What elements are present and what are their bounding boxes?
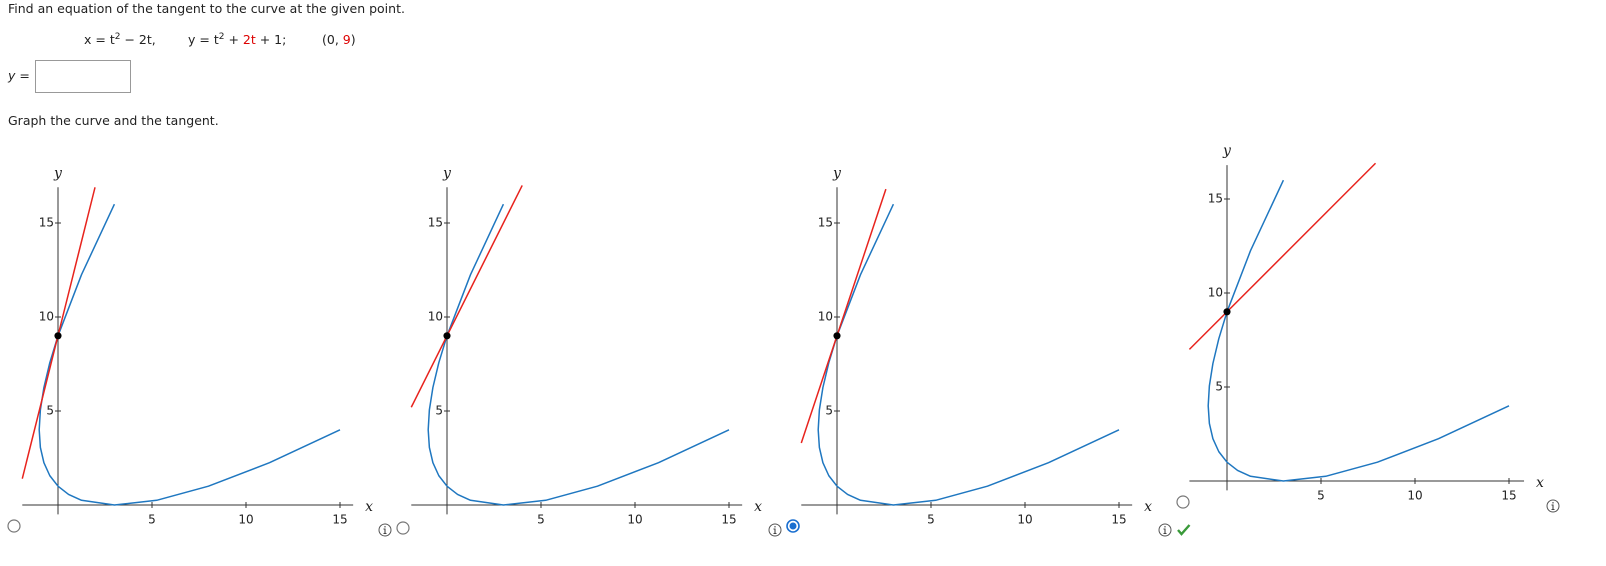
info-glyph bbox=[1163, 526, 1167, 535]
x-tick-label: 10 bbox=[1017, 513, 1032, 527]
curve bbox=[818, 204, 1119, 505]
graph-4 bbox=[1189, 163, 1524, 490]
y-tick-label: 5 bbox=[1215, 380, 1223, 394]
graph-2 bbox=[411, 185, 742, 514]
tangent-line bbox=[411, 185, 522, 407]
tangent-line bbox=[801, 189, 886, 443]
instruction: Graph the curve and the tangent. bbox=[8, 113, 219, 128]
y-tick-label: 10 bbox=[1208, 286, 1223, 300]
y-axis-label: y bbox=[832, 165, 842, 181]
y-tick-label: 10 bbox=[818, 310, 833, 324]
y-equation: y = t2 + 2t + 1; bbox=[188, 32, 286, 47]
x-tick-label: 5 bbox=[537, 513, 545, 527]
y-tick-label: 15 bbox=[428, 216, 443, 230]
x-tick-label: 15 bbox=[721, 513, 736, 527]
point-marker bbox=[833, 332, 841, 340]
curve bbox=[428, 204, 729, 505]
y-axis-label: y bbox=[442, 165, 452, 181]
text: − 2t, bbox=[120, 32, 156, 48]
graph-3 bbox=[801, 187, 1132, 514]
radio-button[interactable] bbox=[7, 519, 21, 533]
point-marker bbox=[54, 332, 62, 340]
radio-dot bbox=[789, 522, 797, 530]
answer-input[interactable] bbox=[35, 60, 131, 93]
x-axis-label: x bbox=[1536, 475, 1544, 491]
x-tick-label: 15 bbox=[1501, 489, 1516, 503]
y-tick-label: 10 bbox=[428, 310, 443, 324]
y-tick-label: 15 bbox=[1208, 192, 1223, 206]
x-tick-label: 10 bbox=[1407, 489, 1422, 503]
check-mark bbox=[1177, 524, 1191, 536]
point-marker bbox=[1223, 308, 1231, 316]
x-tick-label: 5 bbox=[148, 513, 156, 527]
y-tick-label: 5 bbox=[46, 404, 54, 418]
info-glyph bbox=[773, 526, 777, 535]
y-axis-label: y bbox=[53, 165, 63, 181]
x-tick-label: 15 bbox=[332, 513, 347, 527]
x-tick-label: 5 bbox=[927, 513, 935, 527]
y-axis-label: y bbox=[1222, 143, 1232, 159]
text: + bbox=[224, 32, 243, 48]
y-tick-label: 5 bbox=[825, 404, 833, 418]
radio-button[interactable] bbox=[1176, 495, 1190, 509]
info-glyph bbox=[1551, 502, 1555, 511]
radio-button[interactable] bbox=[396, 521, 410, 535]
curve bbox=[1208, 180, 1509, 481]
y-tick-label: 15 bbox=[818, 216, 833, 230]
text: 2t bbox=[242, 32, 256, 48]
x-axis-label: x bbox=[365, 499, 373, 515]
exponent: 2 bbox=[218, 32, 225, 42]
question: Find an equation of the tangent to the c… bbox=[8, 1, 405, 16]
x-tick-label: 5 bbox=[1317, 489, 1325, 503]
tangent-line bbox=[1189, 163, 1375, 349]
x-tick-label: 15 bbox=[1111, 513, 1126, 527]
x-axis-label: x bbox=[1144, 499, 1152, 515]
y-tick-label: 10 bbox=[39, 310, 54, 324]
x-axis-label: x bbox=[754, 499, 762, 515]
graph-1 bbox=[22, 187, 353, 514]
text: y = t bbox=[188, 32, 219, 48]
text: ) bbox=[350, 32, 356, 47]
point-marker bbox=[443, 332, 451, 340]
info-glyph bbox=[383, 526, 387, 535]
x-tick-label: 10 bbox=[627, 513, 642, 527]
text: x = t bbox=[84, 32, 115, 48]
text: 9 bbox=[342, 32, 351, 47]
answer-label: y = bbox=[8, 68, 30, 83]
exponent: 2 bbox=[114, 32, 121, 42]
curve bbox=[39, 204, 340, 505]
y-tick-label: 15 bbox=[39, 216, 54, 230]
x-equation: x = t2 − 2t, bbox=[84, 32, 156, 47]
x-tick-label: 10 bbox=[238, 513, 253, 527]
text: + 1; bbox=[255, 32, 287, 48]
text: (0, bbox=[322, 32, 343, 47]
y-tick-label: 5 bbox=[435, 404, 443, 418]
point: (0, 9) bbox=[322, 32, 356, 47]
